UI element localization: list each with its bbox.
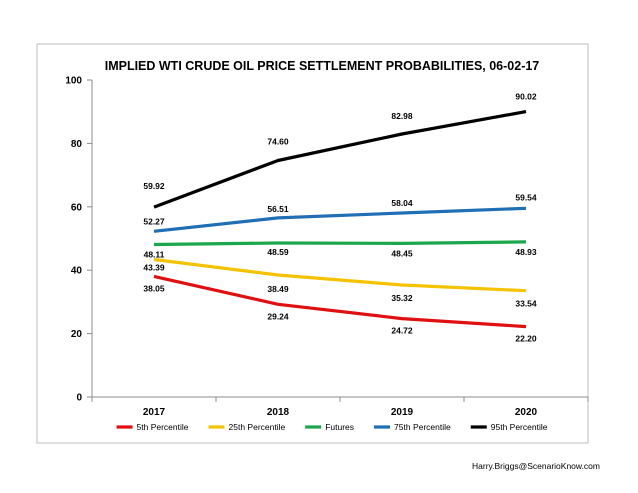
legend-label-95th-percentile: 95th Percentile [491, 422, 548, 432]
x-tick-label: 2017 [143, 407, 166, 418]
data-label: 52.27 [143, 216, 165, 226]
data-label: 24.72 [391, 326, 413, 336]
data-label: 48.45 [391, 248, 413, 258]
data-label: 43.39 [143, 262, 165, 272]
data-label: 38.05 [143, 283, 165, 293]
data-label: 48.93 [515, 247, 537, 257]
data-label: 82.98 [391, 111, 413, 121]
series-line-25th-percentile [153, 257, 527, 293]
data-label: 22.20 [515, 334, 537, 344]
author-credit: Harry.Briggs@ScenarioKnow.com [472, 461, 600, 471]
data-label: 35.32 [391, 293, 413, 303]
data-label: 74.60 [267, 137, 289, 147]
series-line-75th-percentile [153, 206, 527, 233]
data-label: 90.02 [515, 92, 537, 102]
data-label: 33.54 [515, 299, 537, 309]
plot-area: 0 20 40 60 80 100 2017 2018 2019 2020 38.05 29.24 24… [65, 76, 589, 432]
data-label: 56.51 [267, 204, 289, 214]
x-tick-label: 2018 [267, 407, 290, 418]
y-tick-label: 60 [71, 202, 83, 213]
data-label: 59.54 [515, 192, 537, 202]
chart-title: IMPLIED WTI CRUDE OIL PRICE SETTLEMENT P… [105, 59, 540, 73]
data-label: 38.49 [267, 284, 289, 294]
legend-label-futures: Futures [325, 422, 354, 432]
series-line-5th-percentile [153, 274, 527, 329]
x-tick-label: 2019 [391, 407, 414, 418]
legend-label-5th-percentile: 5th Percentile [137, 422, 189, 432]
data-label: 59.92 [143, 181, 165, 191]
x-tick-label: 2020 [515, 407, 538, 418]
y-tick-label: 100 [65, 76, 82, 87]
y-tick-label: 0 [76, 393, 82, 404]
series-line-futures [153, 240, 527, 247]
y-tick-label: 80 [71, 139, 83, 150]
y-tick-label: 40 [71, 266, 83, 277]
data-label: 29.24 [267, 311, 289, 321]
data-label: 48.59 [267, 247, 289, 257]
data-label: 48.11 [144, 249, 165, 259]
series-line-95th-percentile [153, 110, 527, 209]
legend-label-25th-percentile: 25th Percentile [229, 422, 286, 432]
data-label: 58.04 [391, 198, 413, 208]
legend-label-75th-percentile: 75th Percentile [394, 422, 451, 432]
y-tick-label: 20 [71, 329, 83, 340]
